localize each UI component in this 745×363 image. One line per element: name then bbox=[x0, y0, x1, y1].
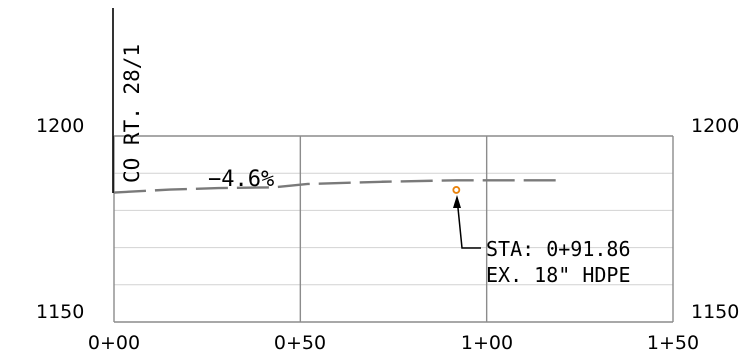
profile-series bbox=[113, 179, 558, 194]
x-tick-label-3: 1+50 bbox=[647, 332, 699, 354]
callout-line-1: STA: 0+91.86 bbox=[486, 237, 631, 261]
grid bbox=[113, 135, 674, 323]
y-tick-label-right-1150: 1150 bbox=[691, 301, 739, 323]
callout-leader bbox=[453, 195, 481, 249]
x-tick-label-2: 1+00 bbox=[461, 332, 513, 354]
y-tick-label-left-1200: 1200 bbox=[36, 115, 84, 137]
x-tick-label-0: 0+00 bbox=[88, 332, 140, 354]
y-tick-label-right-1200: 1200 bbox=[691, 115, 739, 137]
x-tick-label-1: 0+50 bbox=[274, 332, 326, 354]
y-tick-label-left-1150: 1150 bbox=[36, 301, 84, 323]
structure-point bbox=[452, 186, 461, 194]
series-line-0 bbox=[113, 179, 558, 194]
vertical-note: CO RT. 28/1 bbox=[120, 44, 144, 183]
callout-line-2: EX. 18" HDPE bbox=[486, 263, 631, 287]
grade-label: −4.6% bbox=[208, 167, 274, 192]
